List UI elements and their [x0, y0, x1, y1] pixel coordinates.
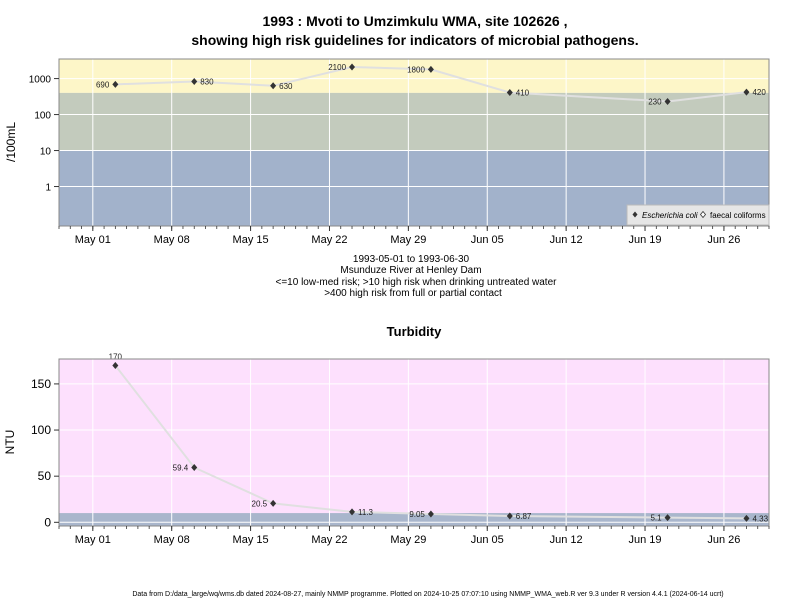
- data-point: [506, 89, 513, 97]
- x-tick-label: Jun 05: [471, 234, 504, 246]
- chart-title-line1: 1993 : Mvoti to Umzimkulu WMA, site 1026…: [263, 13, 568, 29]
- data-label: 9.05: [409, 510, 425, 519]
- band-mid: [59, 92, 769, 151]
- x-tick-label: Jun 05: [471, 534, 504, 546]
- turbidity-y-axis-label: NTU: [3, 430, 17, 455]
- data-label: 1800: [407, 65, 425, 74]
- data-point: [112, 361, 119, 369]
- band-high: [59, 59, 769, 93]
- faecal-coliforms-legend-marker: [699, 210, 707, 219]
- turbidity-panel: 170 59.4 20.5 11.3 9.05 6.87 5.1 4.33 0 50 100 150…: [3, 352, 770, 546]
- turbidity-title: Turbidity: [387, 324, 442, 339]
- data-point: [427, 65, 434, 73]
- turbidity-gridlines: [59, 359, 769, 526]
- data-label: 20.5: [252, 499, 268, 508]
- y-tick-label: 0: [44, 515, 51, 529]
- data-label: 630: [279, 82, 293, 91]
- data-point: [427, 510, 434, 518]
- data-point: [664, 514, 671, 522]
- legend-entry-faecal-coliforms: faecal coliforms: [710, 211, 766, 220]
- data-point: [743, 514, 750, 522]
- data-point: [743, 88, 750, 96]
- turbidity-y-axis: 0 50 100 150: [31, 377, 59, 529]
- x-tick-label: Jun 12: [550, 534, 583, 546]
- x-tick-label: May 08: [154, 534, 190, 546]
- x-tick-label: May 08: [154, 234, 190, 246]
- data-label: 230: [648, 98, 662, 107]
- chart-title-line2: showing high risk guidelines for indicat…: [191, 32, 638, 48]
- data-label: 410: [516, 89, 530, 98]
- ecoli-points: [112, 63, 750, 106]
- footer-note: Data from D:/data_large/wq/wms.db dated …: [132, 591, 723, 598]
- data-point: [349, 508, 356, 516]
- x-tick-label: May 01: [75, 234, 111, 246]
- data-label: 6.87: [516, 512, 532, 521]
- data-point: [349, 63, 356, 71]
- x-tick-label: Jun 19: [629, 234, 662, 246]
- microbial-y-axis: 1 10 100 1000: [29, 75, 59, 194]
- y-tick-label: 100: [31, 423, 51, 437]
- data-label: 690: [96, 80, 110, 89]
- guideline-contact: >400 high risk from full or partial cont…: [324, 288, 502, 299]
- x-tick-label: May 29: [390, 534, 426, 546]
- microbial-panel: 690 830 630 2100 1800 410 230 420 1 10 100 1000 Ma…: [4, 58, 770, 246]
- data-label: 11.3: [358, 508, 374, 517]
- y-tick-label: 50: [38, 469, 52, 483]
- data-point: [112, 80, 119, 88]
- legend-box: [626, 204, 770, 226]
- x-tick-label: Jun 12: [550, 234, 583, 246]
- x-tick-label: Jun 26: [707, 234, 740, 246]
- data-label: 59.4: [173, 464, 189, 473]
- y-tick-label: 100: [34, 111, 51, 122]
- x-tick-label: May 15: [233, 534, 269, 546]
- turbidity-plot-frame: [58, 358, 770, 527]
- y-tick-label: 150: [31, 377, 51, 391]
- turbidity-background: [59, 359, 769, 526]
- site-name: Msunduze River at Henley Dam: [340, 265, 481, 276]
- guideline-drinking: <=10 low-med risk; >10 high risk when dr…: [276, 277, 558, 288]
- date-range: 1993-05-01 to 1993-06-30: [353, 254, 470, 265]
- x-tick-label: May 22: [311, 534, 347, 546]
- legend-entry-ecoli: Escherichia coli: [642, 211, 698, 220]
- data-label: 420: [752, 88, 766, 97]
- x-tick-label: Jun 26: [707, 534, 740, 546]
- ecoli-data-labels: 690 830 630 2100 1800 410 230 420: [96, 63, 766, 107]
- turbidity-x-axis: May 01 May 08 May 15 May 22 May 29 Jun 05 Jun …: [58, 526, 770, 546]
- data-label: 5.1: [650, 514, 662, 523]
- x-tick-label: Jun 19: [629, 534, 662, 546]
- microbial-x-axis: May 01 May 08 May 15 May 22 May 29 Jun 05 Jun …: [58, 226, 770, 246]
- data-label: 2100: [328, 63, 346, 72]
- data-point: [270, 499, 277, 507]
- y-tick-label: 1: [45, 183, 51, 194]
- y-tick-label: 10: [40, 147, 52, 158]
- risk-bands: [59, 59, 769, 226]
- turbidity-points: [112, 361, 750, 522]
- ecoli-line: [115, 65, 747, 103]
- x-tick-label: May 29: [390, 234, 426, 246]
- legend: Escherichia coli faecal coliforms: [626, 204, 770, 226]
- data-label: 830: [200, 77, 214, 86]
- data-label: 170: [109, 352, 123, 361]
- data-point: [664, 98, 671, 106]
- data-point: [270, 82, 277, 90]
- turbidity-data-labels: 170 59.4 20.5 11.3 9.05 6.87 5.1 4.33: [109, 352, 769, 523]
- y-tick-label: 1000: [29, 75, 52, 86]
- ecoli-legend-marker: [632, 211, 638, 218]
- data-point: [506, 512, 513, 520]
- microbial-plot-frame: [58, 58, 770, 227]
- turbidity-bands: [59, 359, 769, 526]
- data-label: 4.33: [752, 514, 768, 523]
- turbidity-line: [114, 364, 747, 520]
- x-tick-label: May 22: [311, 234, 347, 246]
- data-point: [191, 464, 198, 472]
- data-point: [191, 77, 198, 85]
- microbial-y-axis-label: /100mL: [4, 122, 18, 162]
- x-tick-label: May 15: [233, 234, 269, 246]
- x-tick-label: May 01: [75, 534, 111, 546]
